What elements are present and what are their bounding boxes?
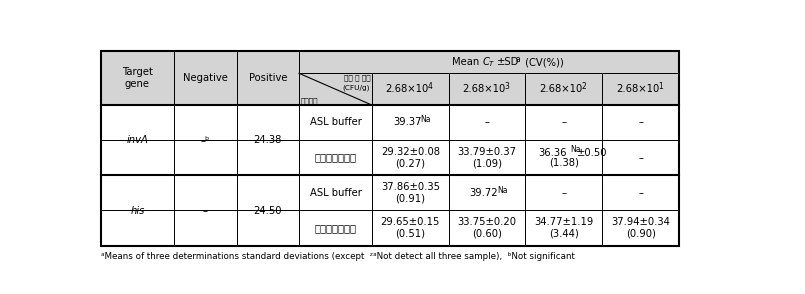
Bar xyxy=(372,73,448,105)
Text: ±0.50: ±0.50 xyxy=(577,148,608,158)
Bar xyxy=(448,176,526,210)
Text: $C_T$: $C_T$ xyxy=(481,55,495,69)
Bar xyxy=(237,140,299,176)
Text: Na: Na xyxy=(570,145,580,154)
Bar xyxy=(448,140,526,176)
Text: (CFU/g): (CFU/g) xyxy=(343,84,370,91)
Bar xyxy=(448,73,526,105)
Text: 33.75±0.20
(0.60): 33.75±0.20 (0.60) xyxy=(457,217,517,239)
Bar xyxy=(174,140,237,176)
Bar xyxy=(237,176,299,210)
Bar xyxy=(526,176,602,210)
Text: Target
gene: Target gene xyxy=(122,67,153,89)
Bar xyxy=(299,105,372,140)
Text: Na: Na xyxy=(497,186,508,195)
Text: invA: invA xyxy=(126,135,148,145)
Bar xyxy=(602,210,679,246)
Bar xyxy=(372,140,448,176)
Text: 2.68×10: 2.68×10 xyxy=(539,84,582,94)
Text: ASL buffer: ASL buffer xyxy=(310,117,361,127)
Bar xyxy=(448,210,526,246)
Text: 멸균생리식염수: 멸균생리식염수 xyxy=(315,223,357,233)
Text: 희석용액: 희석용액 xyxy=(301,97,319,104)
Text: 24.38: 24.38 xyxy=(254,135,282,145)
Bar xyxy=(526,73,602,105)
Bar xyxy=(372,176,448,210)
Text: ᵃMeans of three determinations standard deviations (except  ᶻᵃNot detect all thr: ᵃMeans of three determinations standard … xyxy=(101,251,575,260)
Bar xyxy=(237,105,299,140)
Text: 37.86±0.35
(0.91): 37.86±0.35 (0.91) xyxy=(381,182,440,204)
Bar xyxy=(372,210,448,246)
Text: 39.37: 39.37 xyxy=(393,117,422,127)
Text: –: – xyxy=(485,117,489,127)
Bar xyxy=(299,140,372,176)
Text: Mean: Mean xyxy=(452,57,482,67)
Text: –: – xyxy=(561,117,567,127)
Bar xyxy=(602,176,679,210)
Text: –ᵇ: –ᵇ xyxy=(200,135,210,145)
Text: 34.77±1.19
(3.44): 34.77±1.19 (3.44) xyxy=(535,217,593,239)
Text: –: – xyxy=(638,153,643,163)
Text: ASL buffer: ASL buffer xyxy=(310,188,361,198)
Bar xyxy=(299,73,372,105)
Bar xyxy=(174,210,237,246)
Bar xyxy=(174,105,237,140)
Bar xyxy=(101,176,174,210)
Text: a: a xyxy=(515,55,520,64)
Text: 2: 2 xyxy=(581,82,586,91)
Text: –: – xyxy=(638,188,643,198)
Text: 37.94±0.34
(0.90): 37.94±0.34 (0.90) xyxy=(611,217,670,239)
Text: –: – xyxy=(638,117,643,127)
Bar xyxy=(448,105,526,140)
Bar xyxy=(101,51,679,246)
Text: 2.68×10: 2.68×10 xyxy=(386,84,429,94)
Bar xyxy=(526,105,602,140)
Text: 33.79±0.37
(1.09): 33.79±0.37 (1.09) xyxy=(457,147,517,169)
Bar xyxy=(602,140,679,176)
Bar xyxy=(101,140,174,176)
Text: Positive: Positive xyxy=(249,73,287,83)
Bar xyxy=(237,51,299,105)
Bar xyxy=(101,51,174,105)
Bar xyxy=(174,176,237,210)
Bar xyxy=(299,51,679,73)
Text: 39.72: 39.72 xyxy=(469,188,498,198)
Text: 접종 균 농도: 접종 균 농도 xyxy=(344,74,370,81)
Text: –: – xyxy=(561,188,567,198)
Bar xyxy=(526,140,602,176)
Text: 멸균생리식염수: 멸균생리식염수 xyxy=(315,153,357,163)
Bar xyxy=(602,105,679,140)
Text: –: – xyxy=(203,206,208,216)
Text: 29.32±0.08
(0.27): 29.32±0.08 (0.27) xyxy=(381,147,440,169)
Text: 1: 1 xyxy=(658,82,663,91)
Bar xyxy=(602,73,679,105)
Text: his: his xyxy=(130,206,145,216)
Text: 4: 4 xyxy=(428,82,433,91)
Text: 29.65±0.15
(0.51): 29.65±0.15 (0.51) xyxy=(381,217,440,239)
Text: (CV(%)): (CV(%)) xyxy=(522,57,564,67)
Bar xyxy=(526,210,602,246)
Text: ±SD: ±SD xyxy=(497,57,519,67)
Text: Negative: Negative xyxy=(183,73,228,83)
Text: 36.36: 36.36 xyxy=(539,148,567,158)
Bar xyxy=(101,105,174,140)
Bar xyxy=(237,210,299,246)
Text: 2.68×10: 2.68×10 xyxy=(616,84,659,94)
Bar xyxy=(299,176,372,210)
Bar xyxy=(101,210,174,246)
Bar xyxy=(174,51,237,105)
Text: (1.38): (1.38) xyxy=(549,158,579,168)
Bar xyxy=(372,105,448,140)
Text: Na: Na xyxy=(421,115,431,124)
Text: 2.68×10: 2.68×10 xyxy=(462,84,506,94)
Bar xyxy=(299,210,372,246)
Text: 3: 3 xyxy=(505,82,510,91)
Text: 24.50: 24.50 xyxy=(254,206,282,216)
